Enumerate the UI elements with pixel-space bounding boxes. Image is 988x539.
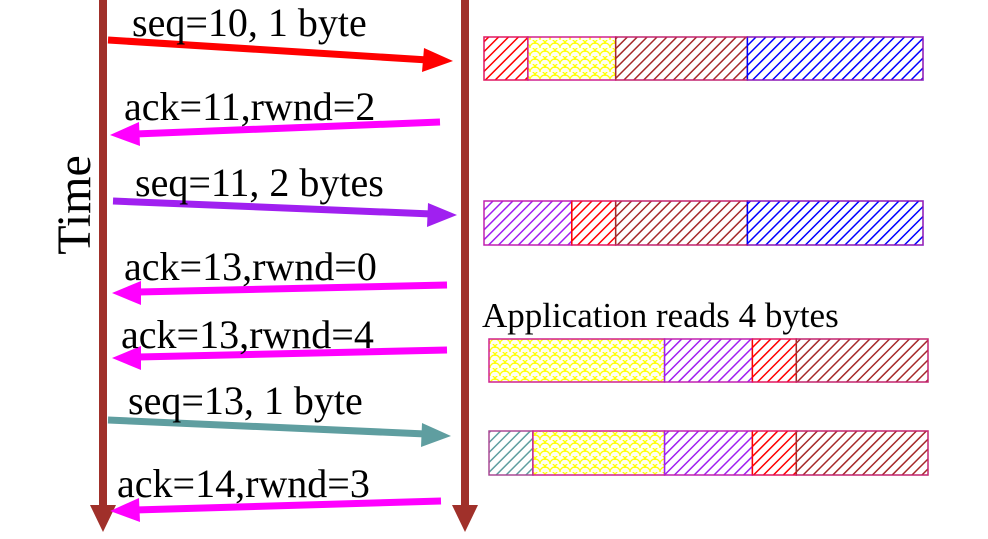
buffer-segment xyxy=(795,338,929,383)
buffer-segment xyxy=(746,200,924,246)
message-label: ack=11,rwnd=2 xyxy=(124,84,375,129)
message-label: ack=13,rwnd=0 xyxy=(124,244,377,289)
receiver-buffer xyxy=(488,338,929,383)
buffer-outline xyxy=(488,338,929,383)
message-arrow: ack=13,rwnd=0 xyxy=(112,244,448,305)
buffer-segment xyxy=(571,200,617,246)
buffer-segment xyxy=(614,36,749,81)
buffer-segment xyxy=(527,36,617,81)
message-arrow: ack=13,rwnd=4 xyxy=(112,312,448,370)
buffer-segment xyxy=(483,36,529,81)
receiver-buffer xyxy=(488,430,929,476)
message-label: seq=10, 1 byte xyxy=(132,0,367,45)
buffer-segment xyxy=(488,430,534,476)
buffer-segment xyxy=(488,338,666,383)
buffer-segment xyxy=(532,430,666,476)
sender-timeline xyxy=(90,0,116,532)
message-arrow: seq=11, 2 bytes xyxy=(112,160,457,227)
buffer-segment xyxy=(751,338,798,383)
receiver-buffer xyxy=(483,36,924,81)
event-label: Application reads 4 bytes xyxy=(482,296,839,335)
buffer-segment xyxy=(663,338,754,383)
message-label: seq=11, 2 bytes xyxy=(135,160,384,205)
message-arrow: ack=14,rwnd=3 xyxy=(110,461,442,522)
buffer-segment xyxy=(751,430,798,476)
message-arrow: seq=13, 1 byte xyxy=(107,378,451,447)
buffer-segment xyxy=(795,430,929,476)
time-axis-label: Time xyxy=(48,155,101,255)
receiver-buffer xyxy=(483,200,924,246)
message-arrow: seq=10, 1 byte xyxy=(107,0,453,72)
receiver-buffers xyxy=(483,36,929,476)
message-label: ack=14,rwnd=3 xyxy=(117,461,370,506)
receiver-timeline xyxy=(452,0,478,532)
buffer-outline xyxy=(488,430,929,476)
buffer-outline xyxy=(483,36,924,81)
message-arrow: ack=11,rwnd=2 xyxy=(110,84,441,146)
buffer-segment xyxy=(663,430,754,476)
buffer-segment xyxy=(614,200,749,246)
buffer-outline xyxy=(483,200,924,246)
buffer-segment xyxy=(483,200,573,246)
message-label: seq=13, 1 byte xyxy=(128,378,363,423)
message-label: ack=13,rwnd=4 xyxy=(121,312,374,357)
buffer-segment xyxy=(746,36,924,81)
